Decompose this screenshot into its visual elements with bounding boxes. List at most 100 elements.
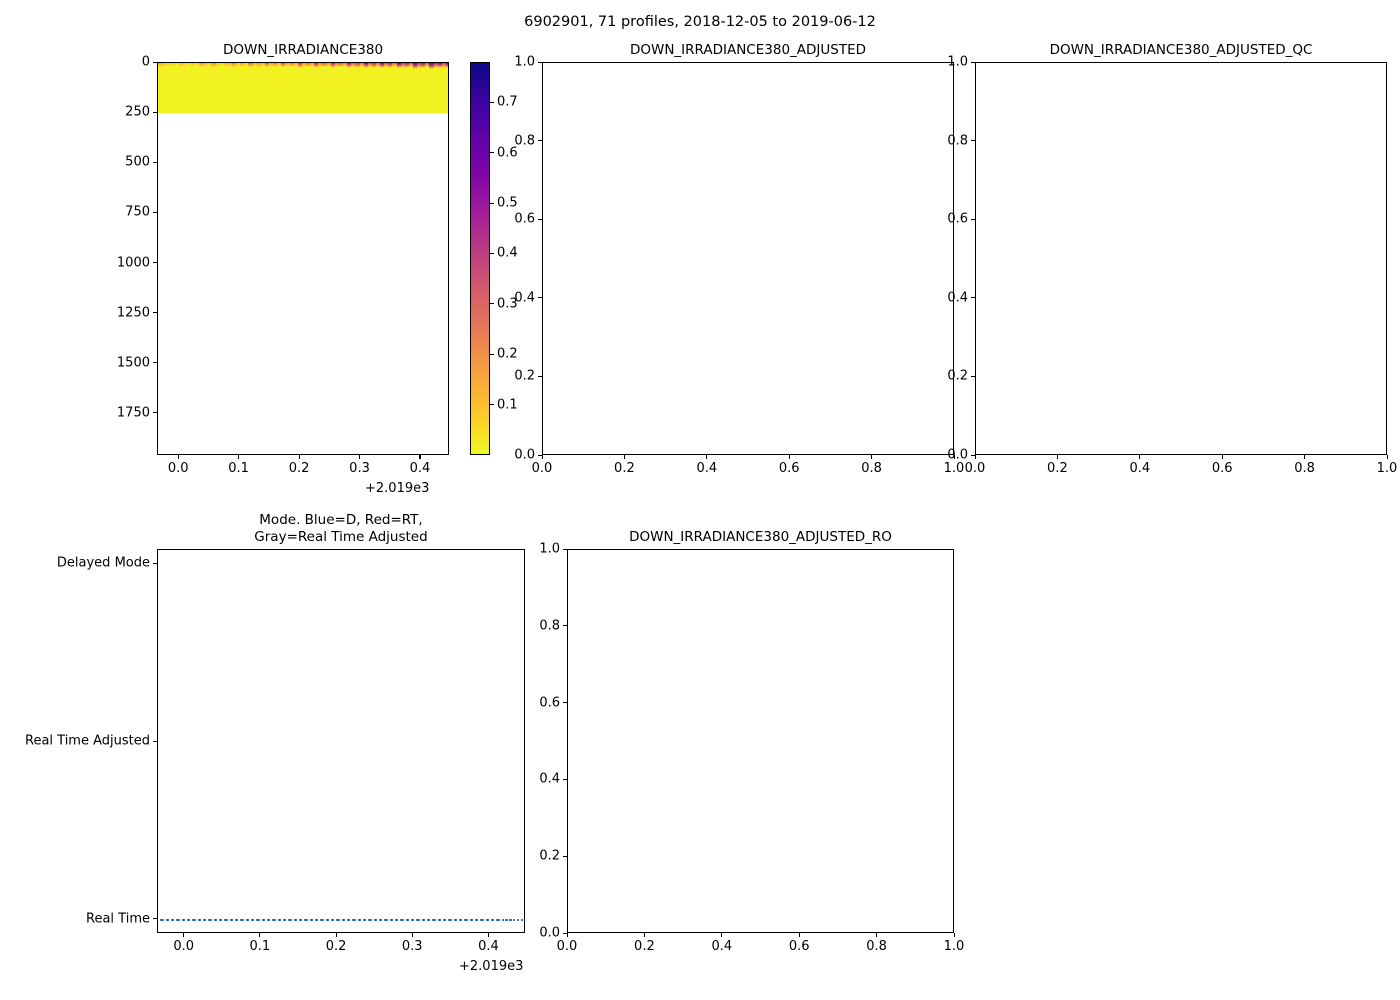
mode-line-dot xyxy=(298,918,303,921)
mode-line-dot xyxy=(240,918,244,921)
mode-line-dot xyxy=(400,918,404,921)
heatmap-profile-column xyxy=(174,63,180,454)
mode-line-dot xyxy=(513,918,516,921)
y-tick-mark xyxy=(563,702,567,704)
y-tick-label: 0.8 xyxy=(539,618,560,634)
mode-line-dot xyxy=(384,918,388,921)
x-tick-mark xyxy=(566,933,568,937)
mode-line-dot xyxy=(480,918,484,921)
x-tick-mark xyxy=(298,455,300,459)
y-tick-mark xyxy=(971,297,975,299)
x-tick-label: 0.4 xyxy=(478,939,499,954)
y-tick-mark xyxy=(538,375,542,377)
heatmap-column-surface-cap xyxy=(215,63,221,67)
x-tick-label: 0.8 xyxy=(866,939,887,954)
heatmap-column-body xyxy=(371,63,377,114)
mode-line-dot xyxy=(410,918,415,921)
heatmap-column-body xyxy=(334,63,340,114)
x-tick-mark xyxy=(1304,455,1306,459)
heatmap-column-surface-cap xyxy=(166,63,171,67)
x-tick-mark xyxy=(871,455,873,459)
x-tick-mark xyxy=(1139,455,1141,459)
heatmap-column-body xyxy=(400,63,406,114)
heatmap-column-surface-cap xyxy=(285,63,291,67)
colorbar-down-irradiance380 xyxy=(470,62,490,455)
heatmap-profile-column xyxy=(417,63,422,454)
heatmap-profile-column xyxy=(367,63,373,454)
heatmap-column-body xyxy=(227,63,233,114)
heatmap-column-surface-cap xyxy=(314,63,319,68)
mode-line-dot xyxy=(485,918,489,921)
axes-title-down-irradiance380: DOWN_IRRADIANCE380 xyxy=(222,42,384,58)
heatmap-profile-column xyxy=(425,63,431,454)
mode-line-dot xyxy=(320,918,324,921)
heatmap-column-surface-cap xyxy=(301,63,307,67)
x-tick-mark xyxy=(721,933,723,937)
heatmap-column-body xyxy=(207,63,213,114)
heatmap-profile-column xyxy=(363,63,369,454)
heatmap-column-surface-cap xyxy=(186,63,192,67)
x-tick-mark xyxy=(177,455,179,459)
mode-line-dot xyxy=(229,918,233,921)
axes-down-irradiance380 xyxy=(157,62,449,455)
mode-line-dot xyxy=(464,918,468,921)
y-tick-label: 250 xyxy=(125,104,150,120)
x-tick-label: 0.0 xyxy=(531,461,553,476)
mode-line-dot xyxy=(218,918,223,921)
heatmap-profile-column xyxy=(281,63,287,454)
heatmap-column-body xyxy=(240,63,245,114)
heatmap-column-surface-cap xyxy=(211,63,217,67)
x-tick-mark xyxy=(1386,455,1388,459)
heatmap-profile-column xyxy=(166,63,171,454)
mode-line-dot xyxy=(192,918,196,921)
mode-line-dot xyxy=(357,918,361,921)
heatmap-column-body xyxy=(211,63,217,114)
heatmap-profile-column xyxy=(277,63,282,454)
x-tick-mark xyxy=(788,455,790,459)
heatmap-column-surface-cap xyxy=(306,63,311,68)
mode-line-dot xyxy=(437,918,441,921)
heatmap-column-body xyxy=(425,63,431,114)
y-tick-mark xyxy=(563,625,567,627)
mode-line-dot xyxy=(501,918,504,921)
y-tick-mark xyxy=(563,548,567,550)
heatmap-profile-column xyxy=(293,63,299,454)
heatmap-column-body xyxy=(347,63,352,114)
heatmap-profile-column xyxy=(404,63,410,454)
heatmap-column-body xyxy=(219,63,225,114)
y-tick-label: 1.0 xyxy=(539,541,560,557)
colorbar-tick-label: 0.3 xyxy=(497,296,518,312)
colorbar-tick-label: 0.5 xyxy=(497,195,518,211)
heatmap-column-surface-cap xyxy=(178,63,184,67)
heatmap-column-body xyxy=(404,63,410,114)
x-tick-mark xyxy=(798,933,800,937)
colorbar-gradient xyxy=(471,63,489,454)
heatmap-profile-column xyxy=(240,63,245,454)
heatmap-column-body xyxy=(186,63,192,114)
y-tick-label: 0.6 xyxy=(514,211,535,227)
heatmap-column-surface-cap xyxy=(326,63,332,67)
mode-series-real-time xyxy=(158,550,524,932)
heatmap-column-body xyxy=(429,63,435,114)
colorbar-tick-label: 0.7 xyxy=(497,94,518,110)
heatmap-profile-column xyxy=(359,63,365,454)
heatmap-profile-column xyxy=(211,63,217,454)
mode-line-dot xyxy=(282,918,287,921)
heatmap-column-body xyxy=(412,63,418,114)
mode-line-dot xyxy=(520,918,524,921)
axes-title-mode: Mode. Blue=D, Red=RT, Gray=Real Time Adju… xyxy=(157,512,525,546)
heatmap-column-surface-cap xyxy=(207,63,213,67)
mode-title-line-1: Mode. Blue=D, Red=RT, xyxy=(259,512,423,528)
heatmap-profile-column xyxy=(380,63,385,454)
mode-line-dot xyxy=(176,918,180,921)
heatmap-profile-column xyxy=(445,63,448,454)
colorbar-tick-mark xyxy=(490,101,494,103)
heatmap-column-surface-cap xyxy=(232,63,237,68)
heatmap-column-surface-cap xyxy=(412,63,418,69)
mode-line-dot xyxy=(389,918,393,921)
mode-line-dot xyxy=(256,918,260,921)
heatmap-column-surface-cap xyxy=(322,63,328,68)
heatmap-column-surface-cap xyxy=(244,63,250,67)
y-tick-label: 1750 xyxy=(116,405,150,421)
heatmap-column-body xyxy=(199,63,204,114)
